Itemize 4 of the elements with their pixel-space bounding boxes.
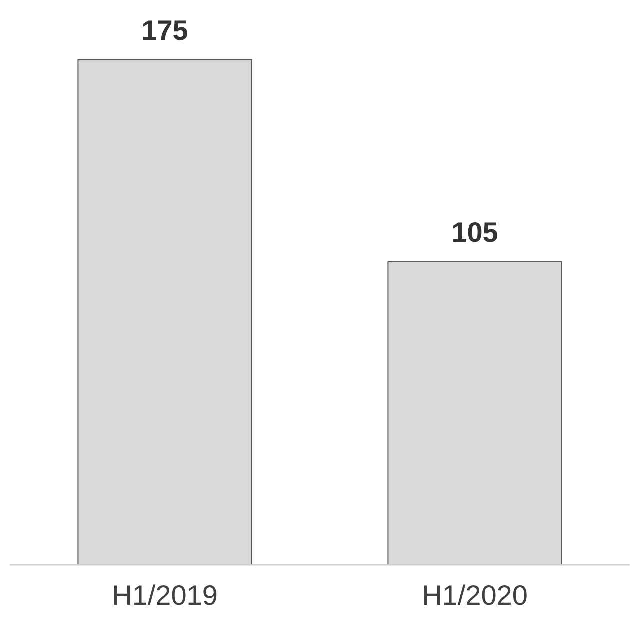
data-label: 175 (142, 15, 188, 46)
x-tick-label: H1/2019 (112, 580, 218, 611)
x-tick-label: H1/2020 (422, 580, 528, 611)
data-label: 105 (452, 217, 498, 248)
